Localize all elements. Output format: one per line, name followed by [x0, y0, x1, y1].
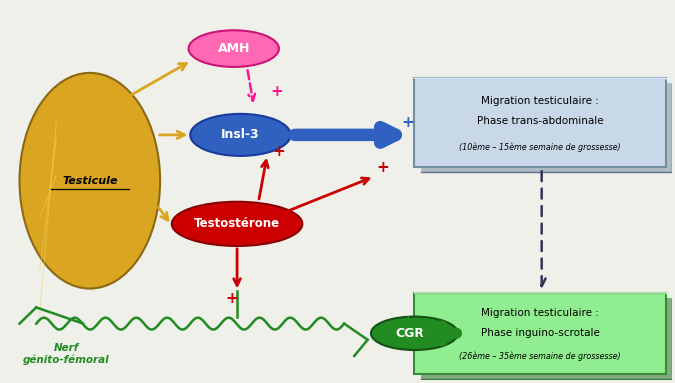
Text: (10ème – 15ème semaine de grossesse): (10ème – 15ème semaine de grossesse) — [459, 143, 621, 152]
FancyBboxPatch shape — [414, 293, 666, 374]
Text: CGRP: CGRP — [396, 327, 433, 340]
Text: Migration testiculaire :: Migration testiculaire : — [481, 95, 599, 105]
Ellipse shape — [172, 202, 302, 246]
Text: +: + — [402, 115, 414, 130]
Text: Migration testiculaire :: Migration testiculaire : — [481, 308, 599, 318]
Text: Testostérone: Testostérone — [194, 217, 280, 230]
Ellipse shape — [188, 30, 279, 67]
Text: Nerf
génito-fémoral: Nerf génito-fémoral — [23, 343, 109, 365]
Ellipse shape — [190, 114, 291, 156]
Text: AMH: AMH — [217, 42, 250, 55]
Text: +: + — [377, 160, 389, 175]
Text: Phase inguino-scrotale: Phase inguino-scrotale — [481, 328, 599, 338]
Text: Phase trans-abdominale: Phase trans-abdominale — [477, 116, 603, 126]
Text: +: + — [271, 84, 284, 99]
Text: (26ème – 35ème semaine de grossesse): (26ème – 35ème semaine de grossesse) — [459, 351, 621, 361]
FancyBboxPatch shape — [421, 83, 672, 172]
FancyBboxPatch shape — [421, 298, 672, 379]
Text: +: + — [225, 291, 238, 306]
Text: +: + — [402, 314, 414, 329]
Ellipse shape — [20, 73, 160, 288]
Ellipse shape — [371, 317, 458, 350]
FancyBboxPatch shape — [414, 78, 666, 167]
Text: Testicule: Testicule — [62, 176, 117, 186]
Text: +: + — [272, 144, 285, 159]
Text: Insl-3: Insl-3 — [221, 128, 260, 141]
